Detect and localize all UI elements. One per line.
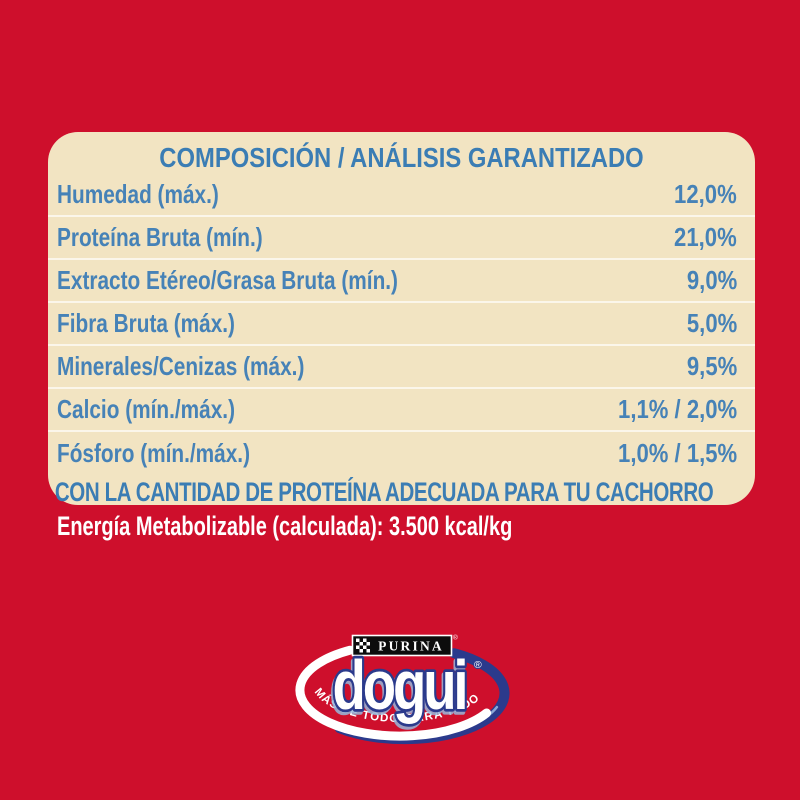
- table-row: Proteína Bruta (mín.) 21,0%: [48, 217, 755, 260]
- nutrient-value: 21,0%: [674, 222, 737, 252]
- table-row: Humedad (máx.) 12,0%: [48, 174, 755, 217]
- nutrient-value: 12,0%: [674, 179, 737, 209]
- nutrient-value: 5,0%: [686, 308, 737, 338]
- nutrient-label: Calcio (mín./máx.): [57, 394, 235, 424]
- energy-line: Energía Metabolizable (calculada): 3.500…: [57, 511, 513, 541]
- table-row: Fósforo (mín./máx.) 1,0% / 1,5%: [48, 432, 755, 475]
- nutrient-label: Fósforo (mín./máx.): [57, 438, 250, 468]
- composition-table: Humedad (máx.) 12,0% Proteína Bruta (mín…: [48, 174, 755, 475]
- logo-swoosh-white-icon: [295, 645, 492, 741]
- purina-banner: PURINA ®: [351, 634, 458, 657]
- table-row: Extracto Etéreo/Grasa Bruta (mín.) 9,0%: [48, 260, 755, 303]
- table-row: Minerales/Cenizas (máx.) 9,5%: [48, 346, 755, 389]
- dogui-logo: MÁS DE TODO, PARA TODOS PURINA ®: [280, 622, 520, 756]
- nutrient-label: Proteína Bruta (mín.): [57, 222, 263, 252]
- nutrient-label: Fibra Bruta (máx.): [57, 308, 235, 338]
- nutrient-value: 1,1% / 2,0%: [617, 394, 737, 424]
- table-row: Calcio (mín./máx.) 1,1% / 2,0%: [48, 389, 755, 432]
- nutrient-label: Humedad (máx.): [57, 179, 219, 209]
- table-row: Fibra Bruta (máx.) 5,0%: [48, 303, 755, 346]
- brand-wordmark: dogui: [333, 647, 466, 725]
- nutrient-value: 9,0%: [686, 265, 737, 295]
- composition-card: COMPOSICIÓN / ANÁLISIS GARANTIZADO Humed…: [48, 132, 755, 507]
- purina-checkerboard-icon: [356, 638, 370, 653]
- protein-claim: CON LA CANTIDAD DE PROTEÍNA ADECUADA PAR…: [54, 477, 714, 507]
- nutrient-label: Extracto Etéreo/Grasa Bruta (mín.): [57, 265, 398, 295]
- nutrient-label: Minerales/Cenizas (máx.): [57, 351, 305, 381]
- purina-wordmark: PURINA: [378, 639, 444, 654]
- nutrient-value: 1,0% / 1,5%: [617, 438, 737, 468]
- nutrient-value: 9,5%: [686, 351, 737, 381]
- brand-registered-mark: ®: [474, 659, 482, 671]
- card-title: COMPOSICIÓN / ANÁLISIS GARANTIZADO: [159, 142, 644, 173]
- purina-registered-mark: ®: [453, 634, 458, 642]
